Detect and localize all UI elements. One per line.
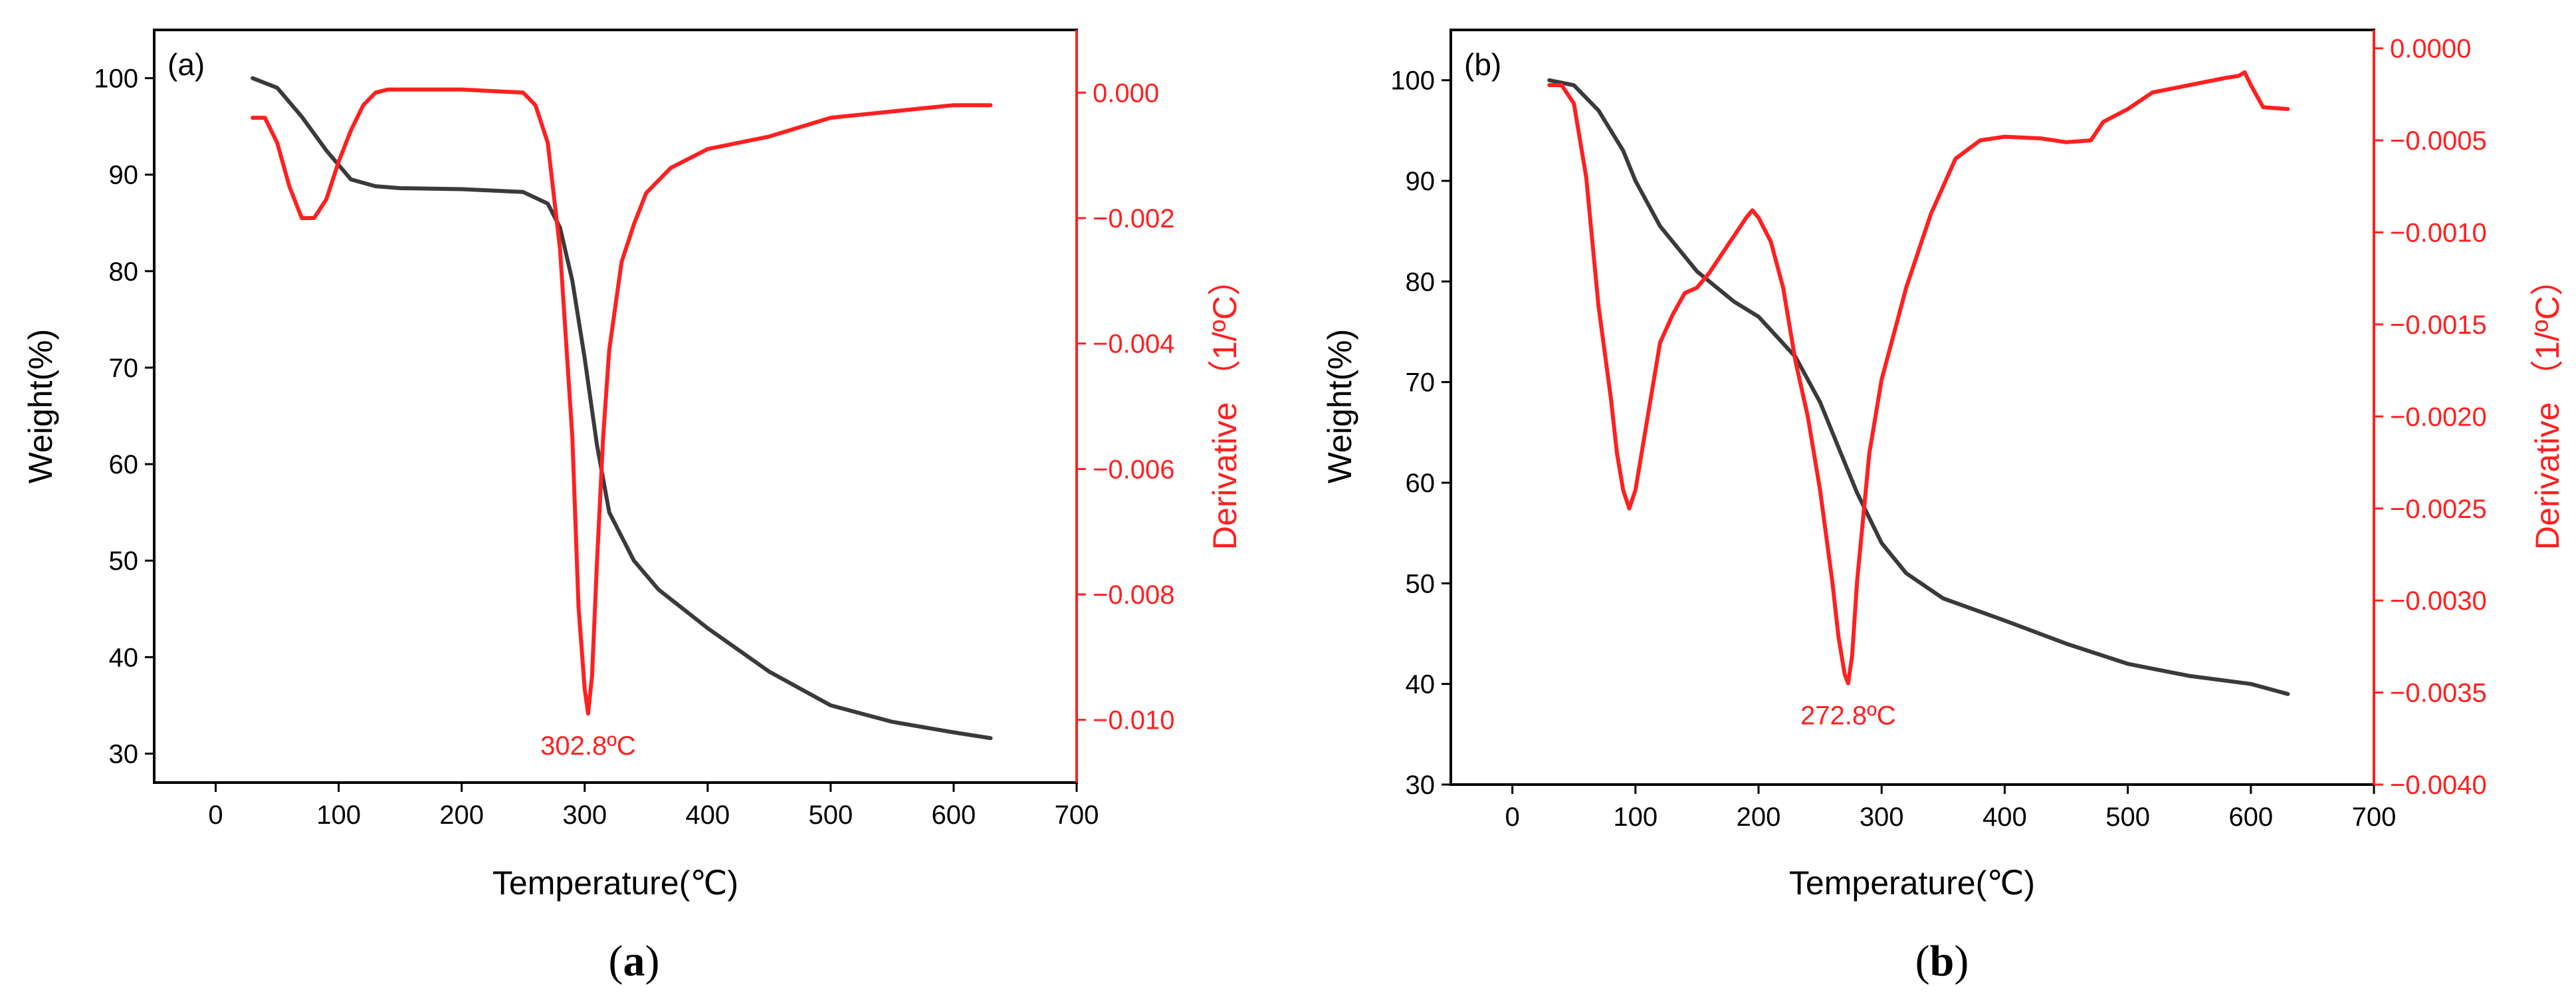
x-tick-label: 400 <box>1983 803 2027 832</box>
plot-frame-a <box>153 29 1078 784</box>
panel-label-a: (a) <box>167 47 205 82</box>
y2-tick-label: 0.000 <box>1093 78 1159 108</box>
x-tick-label: 100 <box>1613 803 1658 832</box>
y-ticks-a: 30 40 50 60 70 80 90 100 <box>94 64 154 769</box>
y-tick-label: 50 <box>109 547 139 576</box>
caption-b-close: ) <box>1954 937 1969 985</box>
y-tick-label: 60 <box>109 450 139 479</box>
y2-axis-title-a: Derivative （1/ºC） <box>1206 263 1243 550</box>
y2-tick-label: −0.008 <box>1093 580 1174 610</box>
y-axis-title-b: Weight(%) <box>1321 329 1358 483</box>
caption-b-letter: b <box>1930 937 1955 985</box>
y-tick-label: 90 <box>109 161 139 190</box>
y2-tick-label: −0.0040 <box>2390 771 2487 800</box>
y-tick-label: 90 <box>1406 167 1436 196</box>
plot-frame-b <box>1449 29 2375 786</box>
peak-annotation-a: 302.8ºC <box>540 731 636 761</box>
y-tick-label: 50 <box>1406 569 1436 598</box>
caption-b: (b) <box>1915 937 1969 985</box>
caption-a-open: ( <box>609 937 623 985</box>
x-tick-label: 700 <box>2352 803 2397 832</box>
y2-tick-label: −0.006 <box>1093 455 1174 484</box>
panel-a: 0 100 200 300 400 500 600 700 30 40 50 60 70 80 90 100… <box>22 29 1243 985</box>
y-axis-title-a: Weight(%) <box>22 329 59 483</box>
caption-a-letter: a <box>623 937 645 985</box>
y-tick-label: 80 <box>109 257 139 287</box>
derivative-series-line <box>251 87 993 716</box>
y2-tick-label: 0.0000 <box>2390 35 2471 64</box>
y2-tick-label: −0.002 <box>1093 204 1174 233</box>
y-tick-label: 30 <box>1406 771 1436 800</box>
x-axis-title-b: Temperature(℃) <box>1789 864 2035 902</box>
y-tick-label: 40 <box>109 643 139 672</box>
caption-b-open: ( <box>1915 937 1930 985</box>
series-group-a <box>251 76 993 741</box>
weight-series-line <box>1547 78 2290 696</box>
y2-tick-label: −0.0020 <box>2390 402 2487 432</box>
weight-series-line <box>251 76 993 741</box>
x-tick-label: 100 <box>316 801 361 830</box>
y-tick-label: 70 <box>109 354 139 383</box>
x-tick-label: 500 <box>808 801 853 830</box>
x-tick-label: 600 <box>2228 803 2273 832</box>
y2-ticks-b: 0.0000 −0.0005 −0.0010 −0.0015 −0.0020 −0.002… <box>2374 35 2487 800</box>
x-tick-label: 300 <box>1860 803 1904 832</box>
y2-ticks-a: 0.000 −0.002 −0.004 −0.006 −0.008 −0.010 <box>1077 78 1174 735</box>
y-tick-label: 40 <box>1406 670 1436 699</box>
y2-axis-title-b: Derivative （1/ºC） <box>2529 263 2566 550</box>
x-tick-label: 700 <box>1055 801 1099 830</box>
x-tick-label: 0 <box>1505 803 1519 832</box>
y2-tick-label: −0.0035 <box>2390 679 2487 708</box>
y2-tick-label: −0.010 <box>1093 706 1174 735</box>
caption-a: (a) <box>609 937 660 985</box>
y-tick-label: 60 <box>1406 469 1436 498</box>
x-ticks-b: 0 100 200 300 400 500 600 700 <box>1505 785 2396 832</box>
x-tick-label: 400 <box>685 801 730 830</box>
y-ticks-b: 30 40 50 60 70 80 90 100 <box>1390 66 1451 800</box>
derivative-series-line <box>1547 70 2290 685</box>
series-group-b <box>1547 70 2290 696</box>
caption-a-close: ) <box>645 937 660 985</box>
x-tick-label: 600 <box>932 801 976 830</box>
y2-tick-label: −0.0005 <box>2390 126 2487 156</box>
panel-label-b: (b) <box>1464 47 1501 82</box>
y-tick-label: 100 <box>94 64 138 94</box>
x-tick-label: 200 <box>439 801 484 830</box>
panel-b: 0 100 200 300 400 500 600 700 30 40 50 60 70 80 90 100… <box>1321 29 2566 985</box>
y2-tick-label: −0.004 <box>1093 330 1174 359</box>
x-tick-label: 300 <box>562 801 607 830</box>
x-ticks-a: 0 100 200 300 400 500 600 700 <box>208 783 1099 830</box>
x-axis-title-a: Temperature(℃) <box>492 864 738 902</box>
y-tick-label: 80 <box>1406 267 1436 297</box>
y2-tick-label: −0.0010 <box>2390 219 2487 248</box>
y-tick-label: 30 <box>109 739 139 769</box>
y2-tick-label: −0.0025 <box>2390 495 2487 524</box>
x-tick-label: 500 <box>2105 803 2150 832</box>
y2-tick-label: −0.0015 <box>2390 311 2487 340</box>
y2-tick-label: −0.0030 <box>2390 586 2487 616</box>
x-tick-label: 0 <box>208 801 223 830</box>
y-tick-label: 100 <box>1390 66 1435 96</box>
y-tick-label: 70 <box>1406 368 1436 398</box>
x-tick-label: 200 <box>1737 803 1781 832</box>
peak-annotation-b: 272.8ºC <box>1800 701 1896 731</box>
